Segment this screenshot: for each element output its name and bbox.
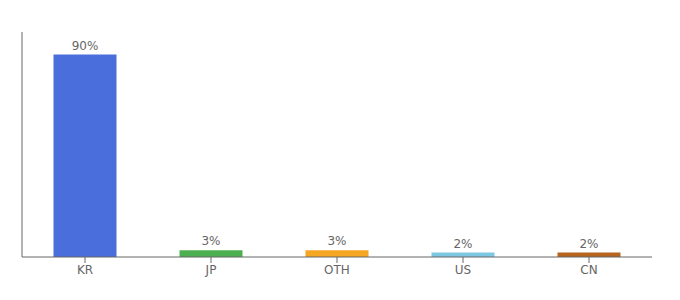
svg-text:KR: KR xyxy=(77,263,93,277)
svg-text:3%: 3% xyxy=(327,234,346,248)
svg-text:3%: 3% xyxy=(201,234,220,248)
svg-text:90%: 90% xyxy=(72,39,99,53)
svg-text:JP: JP xyxy=(205,263,217,277)
svg-text:2%: 2% xyxy=(453,237,472,251)
svg-text:OTH: OTH xyxy=(324,263,350,277)
svg-text:US: US xyxy=(455,263,471,277)
svg-text:2%: 2% xyxy=(579,237,598,251)
svg-text:CN: CN xyxy=(580,263,597,277)
